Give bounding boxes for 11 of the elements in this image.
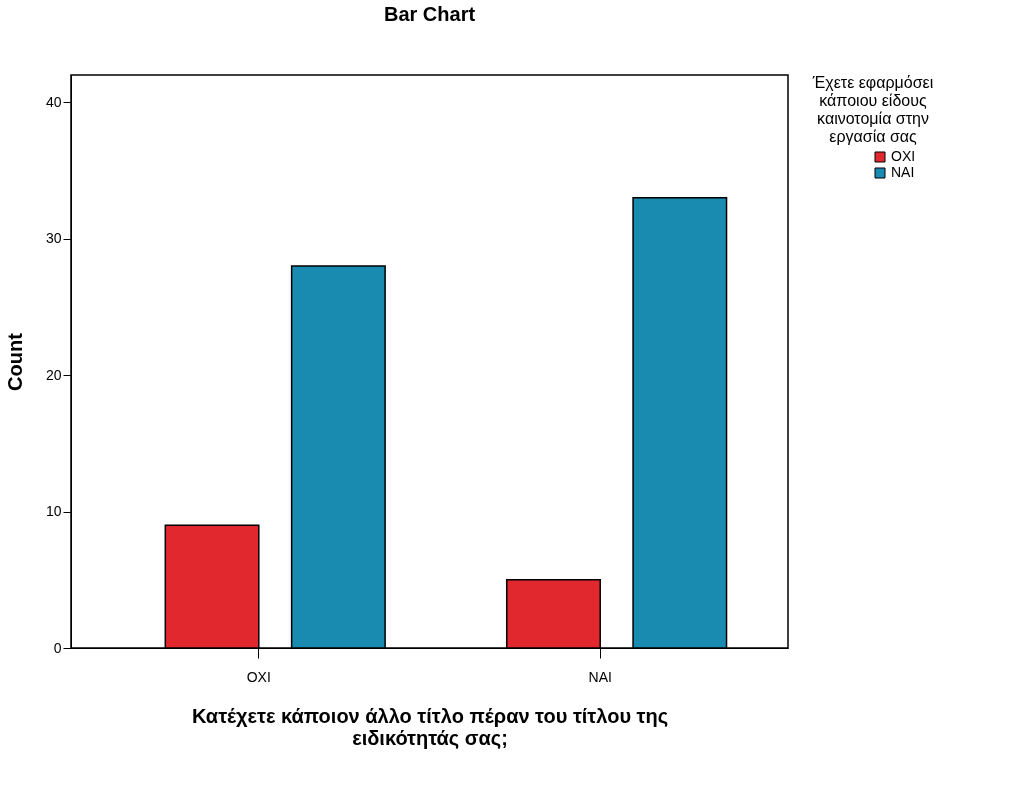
legend-label: ΟΧΙ	[891, 148, 916, 164]
y-axis-title: Count	[3, 332, 26, 391]
legend-label: ΝΑΙ	[891, 164, 915, 180]
y-tick-label: 30	[45, 230, 62, 247]
legend-title: Έχετε εφαρμόσει κάποιου είδους καινοτομία στην εργασία σας	[811, 74, 934, 145]
y-tick-label: 0	[53, 639, 62, 656]
x-axis-title: Κατέχετε κάποιον άλλο τίτλο πέραν του τίτλου της ειδικότητάς σας;	[191, 704, 669, 749]
chart-title: Bar Chart	[383, 3, 476, 25]
y-tick-label: 20	[45, 366, 62, 383]
y-tick-label: 10	[45, 503, 62, 520]
y-tick-label: 40	[45, 93, 62, 110]
